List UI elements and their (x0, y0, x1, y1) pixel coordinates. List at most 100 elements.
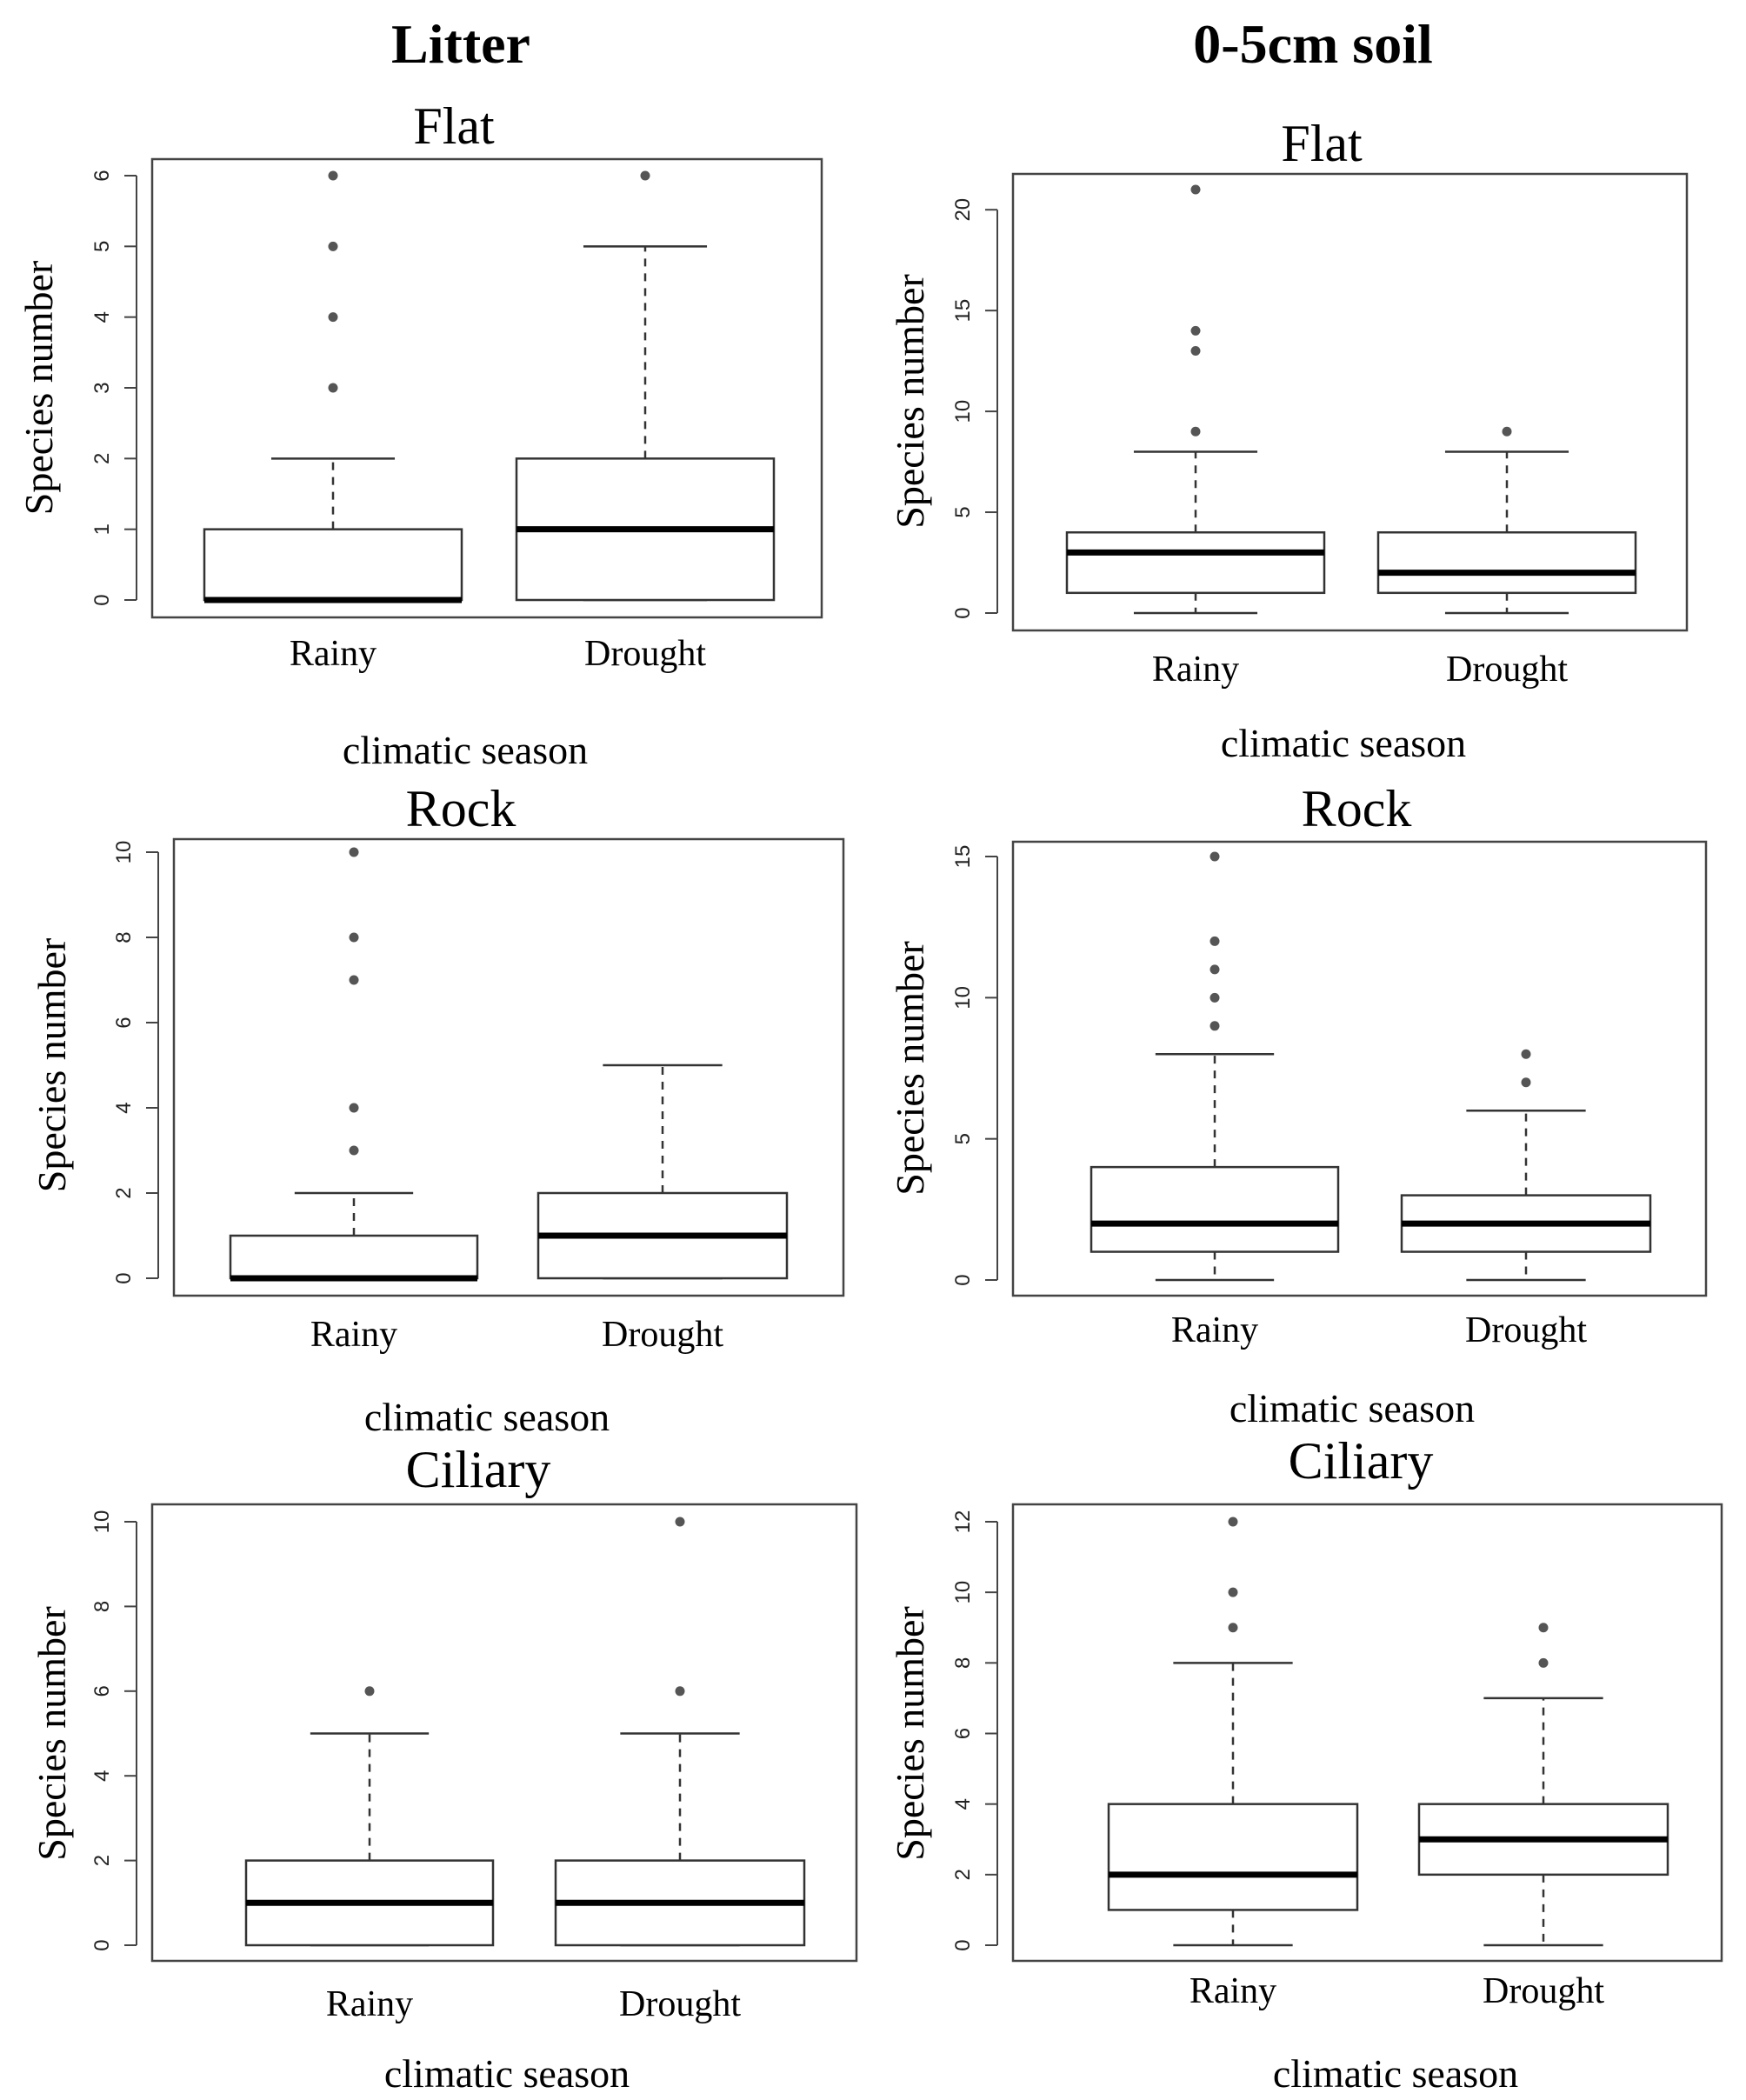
outlier-point (1210, 992, 1220, 1003)
box-drought: Drought (536, 1063, 789, 1355)
boxplot-panel-1: Flat 0 1 2 3 4 5 6 Species number climatic season… (17, 97, 823, 772)
box-rainy: Rainy (229, 847, 479, 1355)
y-axis-label: Species number (30, 1606, 74, 1861)
y-tick-label: 10 (112, 841, 136, 864)
outlier-point (1210, 964, 1220, 975)
category-label: Drought (602, 1315, 723, 1355)
outlier-point (1502, 426, 1512, 437)
boxplot-panel-3: Rock 0 2 4 6 8 10 Species number climatic season… (30, 780, 845, 1439)
box-drought: Drought (515, 170, 776, 674)
outlier-point (1521, 1049, 1531, 1059)
y-tick-label: 12 (951, 1510, 975, 1534)
category-label: Drought (1446, 650, 1568, 690)
outlier-point (328, 312, 338, 323)
outlier-point (349, 975, 359, 985)
outlier-point (640, 170, 650, 181)
y-tick-label: 6 (90, 170, 114, 181)
panel-title: Rock (1302, 780, 1412, 837)
box-rainy: Rainy (1090, 851, 1340, 1350)
category-label: Rainy (326, 1984, 413, 2024)
y-tick-label: 6 (90, 1685, 114, 1697)
y-tick-label: 8 (951, 1657, 975, 1669)
y-tick-label: 0 (90, 594, 114, 605)
y-tick-label: 15 (951, 299, 975, 323)
plot-frame (150, 1503, 858, 1963)
outlier-point (1210, 851, 1220, 862)
y-tick-label: 2 (90, 1855, 114, 1866)
y-tick-label: 0 (90, 1939, 114, 1950)
y-tick-label: 5 (951, 1133, 975, 1144)
x-axis-label: climatic season (384, 2051, 630, 2096)
outlier-point (675, 1517, 685, 1527)
outlier-point (349, 1145, 359, 1156)
y-tick-label: 8 (90, 1601, 114, 1612)
plot-frame (1011, 1503, 1723, 1963)
y-tick-label: 5 (951, 506, 975, 517)
box-drought: Drought (1376, 426, 1637, 690)
plot-frame (1011, 840, 1708, 1297)
plot-frame (1011, 172, 1689, 632)
panel-title: Ciliary (1289, 1432, 1434, 1490)
iqr-box (203, 528, 463, 602)
box-drought: Drought (1417, 1623, 1669, 2011)
y-tick-label: 4 (951, 1798, 975, 1810)
x-axis-label: climatic season (1273, 2051, 1518, 2096)
boxplot-panel-4: Rock 0 5 10 15 Species number climatic season R… (888, 780, 1708, 1430)
column-title-litter: Litter (391, 13, 530, 75)
outlier-point (1538, 1657, 1549, 1668)
box-rainy: Rainy (1065, 184, 1326, 690)
boxplot-panel-2: Flat 0 5 10 15 20 Species number climatic seaso… (888, 115, 1689, 765)
y-tick-label: 10 (951, 986, 975, 1010)
category-label: Drought (619, 1984, 741, 2024)
panel-title: Rock (406, 780, 516, 837)
outlier-point (1521, 1077, 1531, 1088)
outlier-point (328, 170, 338, 181)
y-tick-label: 0 (112, 1272, 136, 1283)
y-tick-label: 5 (90, 241, 114, 252)
outlier-point (1210, 936, 1220, 946)
iqr-box (1107, 1803, 1359, 1911)
outlier-point (1190, 325, 1201, 336)
y-tick-label: 6 (951, 1728, 975, 1739)
iqr-box (1065, 530, 1326, 595)
y-tick-label: 10 (90, 1510, 114, 1534)
y-tick-label: 1 (90, 523, 114, 535)
outlier-point (1228, 1517, 1238, 1527)
iqr-box (1090, 1165, 1340, 1253)
outlier-point (349, 1103, 359, 1113)
box-drought: Drought (554, 1517, 806, 2024)
outlier-point (1228, 1587, 1238, 1597)
outlier-point (364, 1686, 375, 1697)
column-title-soil: 0-5cm soil (1193, 13, 1433, 75)
outlier-point (1538, 1623, 1549, 1633)
outlier-point (349, 847, 359, 857)
outlier-point (1210, 1021, 1220, 1031)
category-label: Drought (1483, 1971, 1604, 2011)
outlier-point (1190, 346, 1201, 357)
plot-frame (172, 837, 845, 1297)
outlier-point (328, 383, 338, 393)
y-tick-label: 0 (951, 1274, 975, 1285)
outlier-point (1190, 426, 1201, 437)
outlier-point (328, 241, 338, 251)
category-label: Rainy (1190, 1971, 1276, 2011)
y-tick-label: 10 (951, 1581, 975, 1604)
outlier-point (349, 932, 359, 943)
boxplot-panel-5: Ciliary 0 2 4 6 8 10 Species number climatic sea… (30, 1441, 858, 2096)
y-tick-label: 6 (112, 1017, 136, 1028)
outlier-point (1228, 1623, 1238, 1633)
y-tick-label: 0 (951, 1939, 975, 1950)
y-tick-label: 0 (951, 607, 975, 618)
category-label: Drought (584, 634, 706, 674)
y-tick-label: 20 (951, 198, 975, 222)
y-tick-label: 2 (90, 453, 114, 464)
boxplot-panel-6: Ciliary 0 2 4 6 8 10 12 Species number climatic s… (888, 1432, 1723, 2096)
y-axis-label: Species number (888, 941, 932, 1196)
y-tick-label: 4 (90, 1770, 114, 1782)
y-tick-label: 10 (951, 400, 975, 423)
category-label: Rainy (290, 634, 377, 674)
category-label: Rainy (310, 1315, 397, 1355)
box-rainy: Rainy (1107, 1517, 1359, 2011)
y-tick-label: 3 (90, 382, 114, 393)
